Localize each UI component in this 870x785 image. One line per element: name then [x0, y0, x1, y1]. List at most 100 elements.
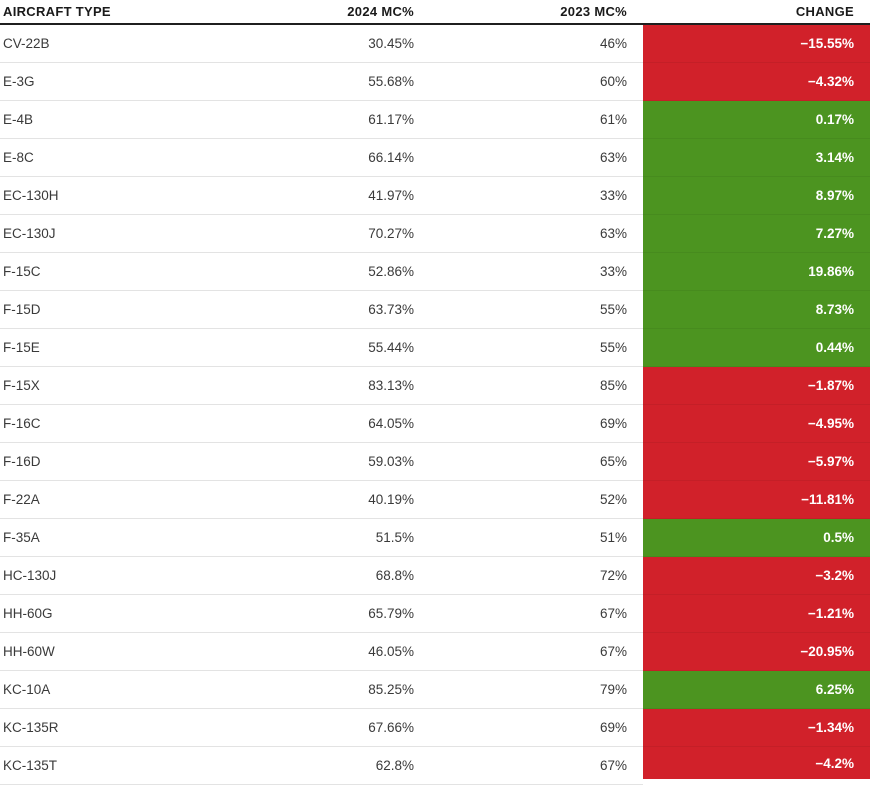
change-cell: −5.97% — [643, 443, 870, 481]
aircraft-type-cell: HC-130J — [0, 557, 220, 595]
table-row: F-35A 51.5% 51% 0.5% — [0, 519, 870, 557]
mc-2024-cell: 85.25% — [220, 671, 414, 709]
table-row: KC-135T 62.8% 67% −4.2% — [0, 747, 870, 785]
mc-2023-cell: 63% — [414, 139, 643, 177]
table-row: EC-130J 70.27% 63% 7.27% — [0, 215, 870, 253]
table-row: F-15D 63.73% 55% 8.73% — [0, 291, 870, 329]
mc-2024-cell: 51.5% — [220, 519, 414, 557]
table-row: F-15X 83.13% 85% −1.87% — [0, 367, 870, 405]
mc-2024-cell: 55.68% — [220, 63, 414, 101]
mc-2023-cell: 67% — [414, 595, 643, 633]
table-row: HC-130J 68.8% 72% −3.2% — [0, 557, 870, 595]
aircraft-type-cell: E-4B — [0, 101, 220, 139]
aircraft-type-cell: F-16C — [0, 405, 220, 443]
mc-2023-cell: 52% — [414, 481, 643, 519]
change-cell: 0.17% — [643, 101, 870, 139]
change-cell: −20.95% — [643, 633, 870, 671]
table-row: HH-60W 46.05% 67% −20.95% — [0, 633, 870, 671]
change-cell: −1.21% — [643, 595, 870, 633]
table-header: AIRCRAFT TYPE 2024 MC% 2023 MC% CHANGE — [0, 0, 870, 25]
table-row: E-8C 66.14% 63% 3.14% — [0, 139, 870, 177]
change-cell: 0.44% — [643, 329, 870, 367]
table-row: CV-22B 30.45% 46% −15.55% — [0, 25, 870, 63]
change-cell: −4.2% — [643, 747, 870, 785]
column-header-2023-mc: 2023 MC% — [560, 4, 627, 19]
aircraft-type-cell: F-15E — [0, 329, 220, 367]
mc-2023-cell: 55% — [414, 291, 643, 329]
mc-2024-cell: 65.79% — [220, 595, 414, 633]
mc-2024-cell: 68.8% — [220, 557, 414, 595]
aircraft-type-cell: E-8C — [0, 139, 220, 177]
table-row: F-22A 40.19% 52% −11.81% — [0, 481, 870, 519]
change-cell: −4.95% — [643, 405, 870, 443]
mc-2023-cell: 51% — [414, 519, 643, 557]
table-row: KC-10A 85.25% 79% 6.25% — [0, 671, 870, 709]
table-body: CV-22B 30.45% 46% −15.55% E-3G 55.68% 60% −4.32… — [0, 25, 870, 785]
aircraft-type-cell: F-22A — [0, 481, 220, 519]
aircraft-type-cell: KC-10A — [0, 671, 220, 709]
mc-2023-cell: 60% — [414, 63, 643, 101]
mc-2024-cell: 46.05% — [220, 633, 414, 671]
column-header-2024-mc: 2024 MC% — [347, 4, 414, 19]
mc-2023-cell: 85% — [414, 367, 643, 405]
mc-2023-cell: 67% — [414, 633, 643, 671]
mc-2023-cell: 33% — [414, 253, 643, 291]
table-row: HH-60G 65.79% 67% −1.21% — [0, 595, 870, 633]
aircraft-type-cell: F-15C — [0, 253, 220, 291]
mc-2024-cell: 83.13% — [220, 367, 414, 405]
mc-2024-cell: 30.45% — [220, 25, 414, 63]
mc-2024-cell: 63.73% — [220, 291, 414, 329]
mc-2023-cell: 67% — [414, 747, 643, 785]
change-cell: 8.73% — [643, 291, 870, 329]
mc-2023-cell: 63% — [414, 215, 643, 253]
mc-2024-cell: 62.8% — [220, 747, 414, 785]
column-header-aircraft-type: AIRCRAFT TYPE — [3, 4, 111, 19]
table-row: F-16C 64.05% 69% −4.95% — [0, 405, 870, 443]
change-cell: 6.25% — [643, 671, 870, 709]
mc-2023-cell: 55% — [414, 329, 643, 367]
mc-2024-cell: 66.14% — [220, 139, 414, 177]
aircraft-type-cell: EC-130H — [0, 177, 220, 215]
mc-2023-cell: 69% — [414, 709, 643, 747]
change-cell: 8.97% — [643, 177, 870, 215]
mc-2024-cell: 40.19% — [220, 481, 414, 519]
change-cell: −15.55% — [643, 25, 870, 63]
table-row: E-4B 61.17% 61% 0.17% — [0, 101, 870, 139]
table-row: F-15E 55.44% 55% 0.44% — [0, 329, 870, 367]
aircraft-type-cell: HH-60W — [0, 633, 220, 671]
change-cell: 3.14% — [643, 139, 870, 177]
mc-2023-cell: 46% — [414, 25, 643, 63]
change-cell: 7.27% — [643, 215, 870, 253]
mc-2024-cell: 59.03% — [220, 443, 414, 481]
mc-2024-cell: 61.17% — [220, 101, 414, 139]
mc-2023-cell: 65% — [414, 443, 643, 481]
aircraft-type-cell: F-16D — [0, 443, 220, 481]
mc-2023-cell: 72% — [414, 557, 643, 595]
table-row: F-15C 52.86% 33% 19.86% — [0, 253, 870, 291]
aircraft-type-cell: KC-135R — [0, 709, 220, 747]
aircraft-type-cell: F-15X — [0, 367, 220, 405]
table-row: E-3G 55.68% 60% −4.32% — [0, 63, 870, 101]
aircraft-type-cell: CV-22B — [0, 25, 220, 63]
table-row: F-16D 59.03% 65% −5.97% — [0, 443, 870, 481]
change-cell: −1.87% — [643, 367, 870, 405]
change-cell: −11.81% — [643, 481, 870, 519]
change-cell: −4.32% — [643, 63, 870, 101]
mc-2024-cell: 64.05% — [220, 405, 414, 443]
mc-2023-cell: 33% — [414, 177, 643, 215]
change-cell: 19.86% — [643, 253, 870, 291]
change-cell: −1.34% — [643, 709, 870, 747]
mc-2024-cell: 52.86% — [220, 253, 414, 291]
table-row: EC-130H 41.97% 33% 8.97% — [0, 177, 870, 215]
change-cell: 0.5% — [643, 519, 870, 557]
aircraft-type-cell: E-3G — [0, 63, 220, 101]
column-header-change: CHANGE — [795, 4, 854, 19]
mc-2024-cell: 67.66% — [220, 709, 414, 747]
mc-2023-cell: 69% — [414, 405, 643, 443]
change-cell: −3.2% — [643, 557, 870, 595]
mc-2023-cell: 79% — [414, 671, 643, 709]
mc-2023-cell: 61% — [414, 101, 643, 139]
aircraft-type-cell: HH-60G — [0, 595, 220, 633]
aircraft-type-cell: EC-130J — [0, 215, 220, 253]
